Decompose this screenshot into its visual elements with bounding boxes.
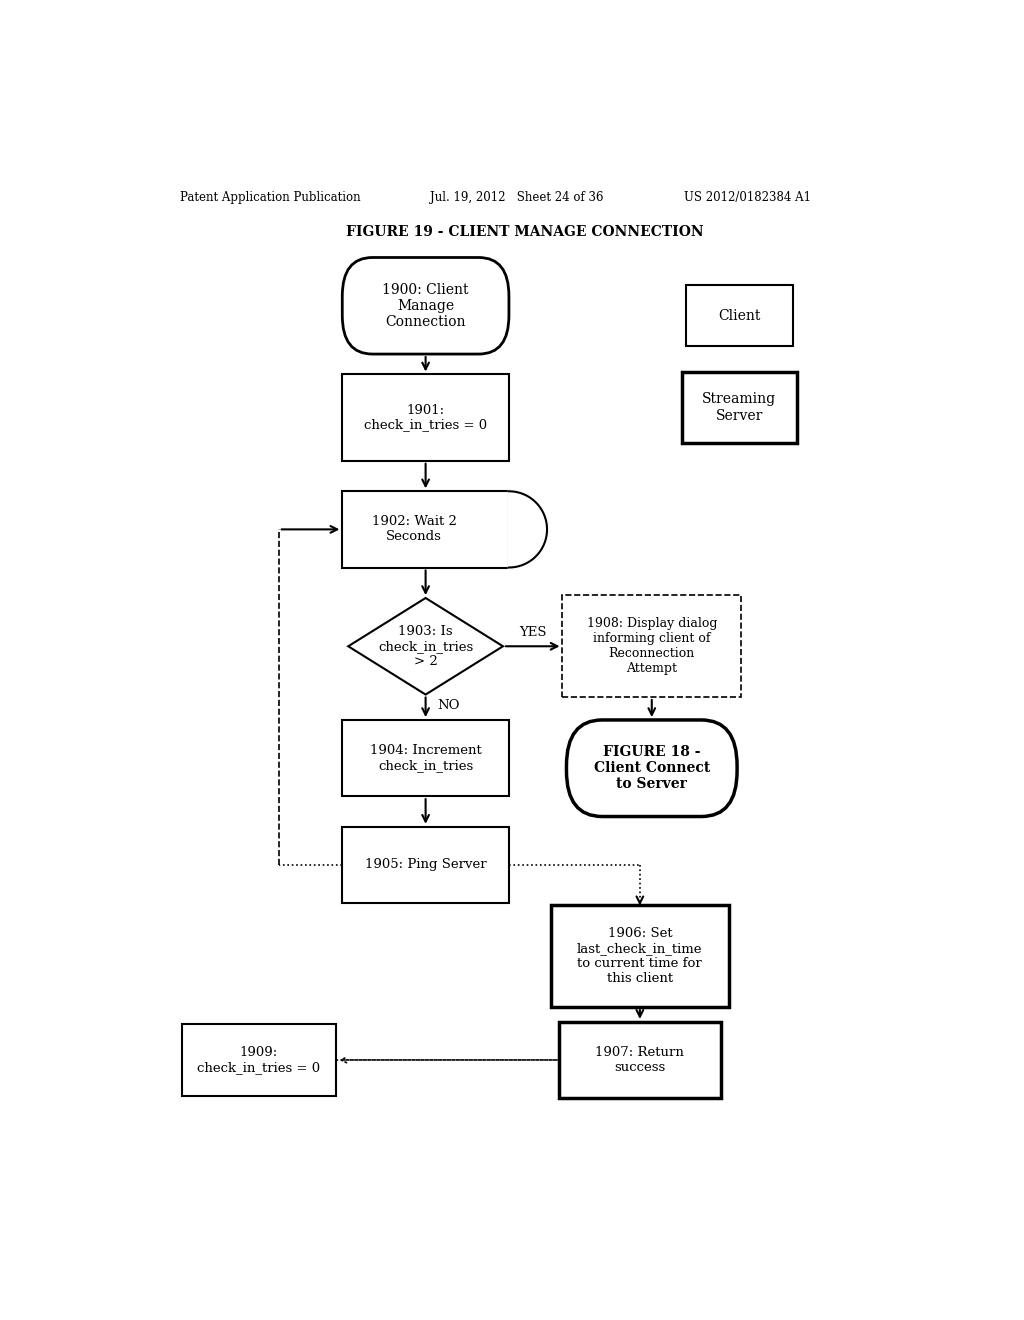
Bar [685, 285, 793, 346]
Text: 1904: Increment
check_in_tries: 1904: Increment check_in_tries [370, 744, 481, 772]
Text: Patent Application Publication: Patent Application Publication [179, 190, 360, 203]
Polygon shape [348, 598, 503, 694]
Bar [342, 719, 509, 796]
Text: Client: Client [718, 309, 760, 323]
Text: Streaming
Server: Streaming Server [702, 392, 776, 422]
Bar [181, 1024, 336, 1096]
Text: 1907: Return
success: 1907: Return success [595, 1045, 684, 1074]
FancyBboxPatch shape [342, 257, 509, 354]
Text: 1903: Is
check_in_tries
> 2: 1903: Is check_in_tries > 2 [378, 624, 473, 668]
Text: 1900: Client
Manage
Connection: 1900: Client Manage Connection [382, 282, 469, 329]
FancyBboxPatch shape [566, 719, 737, 817]
Text: YES: YES [519, 626, 547, 639]
Text: NO: NO [437, 698, 460, 711]
Bar [551, 906, 729, 1007]
Text: 1909:
check_in_tries = 0: 1909: check_in_tries = 0 [198, 1045, 321, 1074]
Text: FIGURE 19 - CLIENT MANAGE CONNECTION: FIGURE 19 - CLIENT MANAGE CONNECTION [346, 224, 703, 239]
Bar [342, 375, 509, 461]
Bar [562, 595, 741, 697]
Bar [342, 491, 509, 568]
Text: US 2012/0182384 A1: US 2012/0182384 A1 [684, 190, 811, 203]
Text: 1906: Set
last_check_in_time
to current time for
this client: 1906: Set last_check_in_time to current … [578, 927, 702, 985]
Text: FIGURE 18 -
Client Connect
to Server: FIGURE 18 - Client Connect to Server [594, 744, 710, 792]
Text: 1902: Wait 2
Seconds: 1902: Wait 2 Seconds [372, 515, 457, 544]
Bar [558, 1022, 721, 1098]
Bar [682, 372, 797, 444]
Text: 1901:
check_in_tries = 0: 1901: check_in_tries = 0 [365, 404, 487, 432]
Polygon shape [509, 491, 547, 568]
Bar [342, 826, 509, 903]
Text: 1908: Display dialog
informing client of
Reconnection
Attempt: 1908: Display dialog informing client of… [587, 618, 717, 676]
Text: 1905: Ping Server: 1905: Ping Server [365, 858, 486, 871]
Text: Jul. 19, 2012   Sheet 24 of 36: Jul. 19, 2012 Sheet 24 of 36 [430, 190, 603, 203]
